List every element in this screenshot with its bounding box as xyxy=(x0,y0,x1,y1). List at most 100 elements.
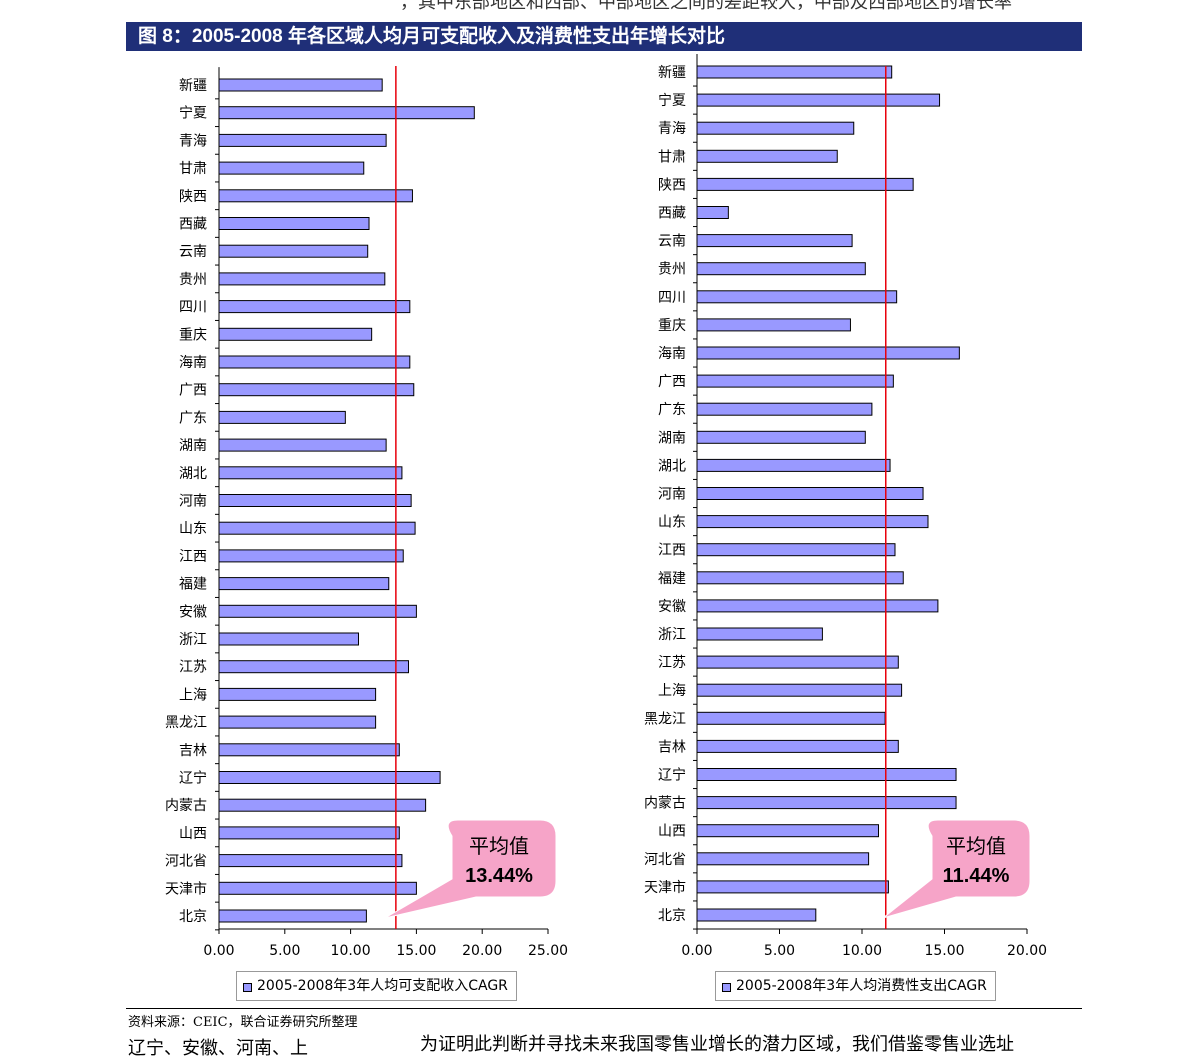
bar xyxy=(218,743,400,757)
category-label: 四川 xyxy=(179,300,207,316)
bar xyxy=(218,577,390,591)
category-label: 河南 xyxy=(658,487,686,503)
category-label: 贵州 xyxy=(658,262,686,278)
average-callout-title-expenditure: 平均值 xyxy=(946,834,1006,858)
category-label: 湖南 xyxy=(658,430,686,446)
bar xyxy=(218,161,365,175)
category-label: 西藏 xyxy=(179,217,207,233)
bar xyxy=(218,715,377,729)
bar xyxy=(696,149,838,163)
legend-expenditure: 2005-2008年3年人均消费性支出CAGR xyxy=(715,971,996,1001)
category-label: 湖北 xyxy=(658,458,686,474)
page-text-fragment-top: ，其中东部地区和西部、中部地区之间的差距较大，中部及西部地区的增长率 xyxy=(400,0,1012,13)
bar xyxy=(218,410,346,424)
category-label: 青海 xyxy=(179,133,207,149)
bar xyxy=(218,549,404,563)
bar xyxy=(696,206,729,219)
bar xyxy=(218,383,415,397)
category-label: 宁夏 xyxy=(179,105,207,122)
category-label: 河北省 xyxy=(644,852,686,868)
bar xyxy=(696,458,891,472)
bar xyxy=(218,189,413,203)
category-label: 西藏 xyxy=(658,206,686,222)
bar xyxy=(218,355,411,369)
bar xyxy=(696,824,879,838)
bar xyxy=(218,909,367,923)
x-tick-label: 20.00 xyxy=(1007,943,1047,959)
category-label: 新疆 xyxy=(179,78,207,94)
category-label: 重庆 xyxy=(179,327,207,343)
average-callout xyxy=(882,819,1031,919)
x-tick-label: 5.00 xyxy=(764,943,795,959)
average-callout-value-income: 13.44% xyxy=(465,865,533,887)
category-label: 安徽 xyxy=(658,599,686,615)
category-label: 福建 xyxy=(658,571,686,587)
bar xyxy=(696,908,817,922)
category-label: 浙江 xyxy=(179,632,207,648)
category-label: 广东 xyxy=(179,410,207,426)
bar xyxy=(696,796,957,810)
category-label: 天津市 xyxy=(644,879,686,896)
category-label: 吉林 xyxy=(179,743,207,759)
bar xyxy=(696,290,898,304)
category-label: 青海 xyxy=(658,121,686,137)
category-label: 辽宁 xyxy=(658,767,686,784)
legend-label-income: 2005-2008年3年人均可支配收入CAGR xyxy=(257,978,508,994)
bar xyxy=(218,854,403,868)
category-label: 湖北 xyxy=(179,466,207,482)
category-label: 广西 xyxy=(179,383,207,399)
category-label: 内蒙古 xyxy=(644,796,686,812)
category-label: 宁夏 xyxy=(658,92,686,109)
bar xyxy=(218,494,412,507)
category-label: 上海 xyxy=(658,683,686,699)
bar xyxy=(696,683,903,697)
category-label: 广东 xyxy=(658,402,686,418)
category-label: 陕西 xyxy=(179,189,207,205)
category-label: 海南 xyxy=(658,346,686,362)
bar xyxy=(696,234,853,248)
bar xyxy=(696,515,929,529)
legend-label-expenditure: 2005-2008年3年人均消费性支出CAGR xyxy=(736,978,987,994)
category-label: 吉林 xyxy=(658,739,686,755)
bar xyxy=(696,402,873,416)
bar xyxy=(696,599,939,613)
category-label: 江苏 xyxy=(658,655,686,671)
x-tick-label: 15.00 xyxy=(396,943,436,959)
category-label: 甘肃 xyxy=(179,161,207,177)
x-tick-label: 20.00 xyxy=(462,943,502,959)
bar xyxy=(696,346,960,360)
category-label: 黑龙江 xyxy=(165,715,207,731)
bottom-divider xyxy=(126,1008,1082,1009)
category-label: 山西 xyxy=(658,824,686,840)
bar xyxy=(218,521,416,535)
category-label: 云南 xyxy=(179,244,207,260)
x-tick-label: 5.00 xyxy=(269,943,300,959)
bar xyxy=(696,571,904,585)
category-label: 福建 xyxy=(179,577,207,593)
category-label: 内蒙古 xyxy=(165,798,207,814)
bar xyxy=(218,466,403,480)
category-label: 山东 xyxy=(658,515,686,531)
figure-title: 图 8：2005-2008 年各区域人均月可支配收入及消费性支出年增长对比 xyxy=(126,22,1082,51)
bar xyxy=(218,438,387,452)
category-label: 湖南 xyxy=(179,438,207,454)
legend-income: 2005-2008年3年人均可支配收入CAGR xyxy=(236,971,517,1001)
bar xyxy=(218,771,441,784)
bar xyxy=(218,687,377,701)
bar xyxy=(218,327,373,341)
bar xyxy=(218,798,427,812)
x-tick-label: 10.00 xyxy=(842,943,882,959)
category-label: 天津市 xyxy=(165,880,207,897)
category-label: 安徽 xyxy=(179,604,207,620)
bar xyxy=(696,852,870,866)
bar xyxy=(696,93,941,107)
category-label: 北京 xyxy=(179,909,207,925)
bar xyxy=(696,880,889,894)
bar xyxy=(696,65,893,79)
bar xyxy=(696,711,886,725)
legend-swatch-expenditure xyxy=(722,983,731,992)
category-label: 辽宁 xyxy=(179,770,207,787)
bar xyxy=(696,430,866,444)
bar xyxy=(218,272,386,286)
